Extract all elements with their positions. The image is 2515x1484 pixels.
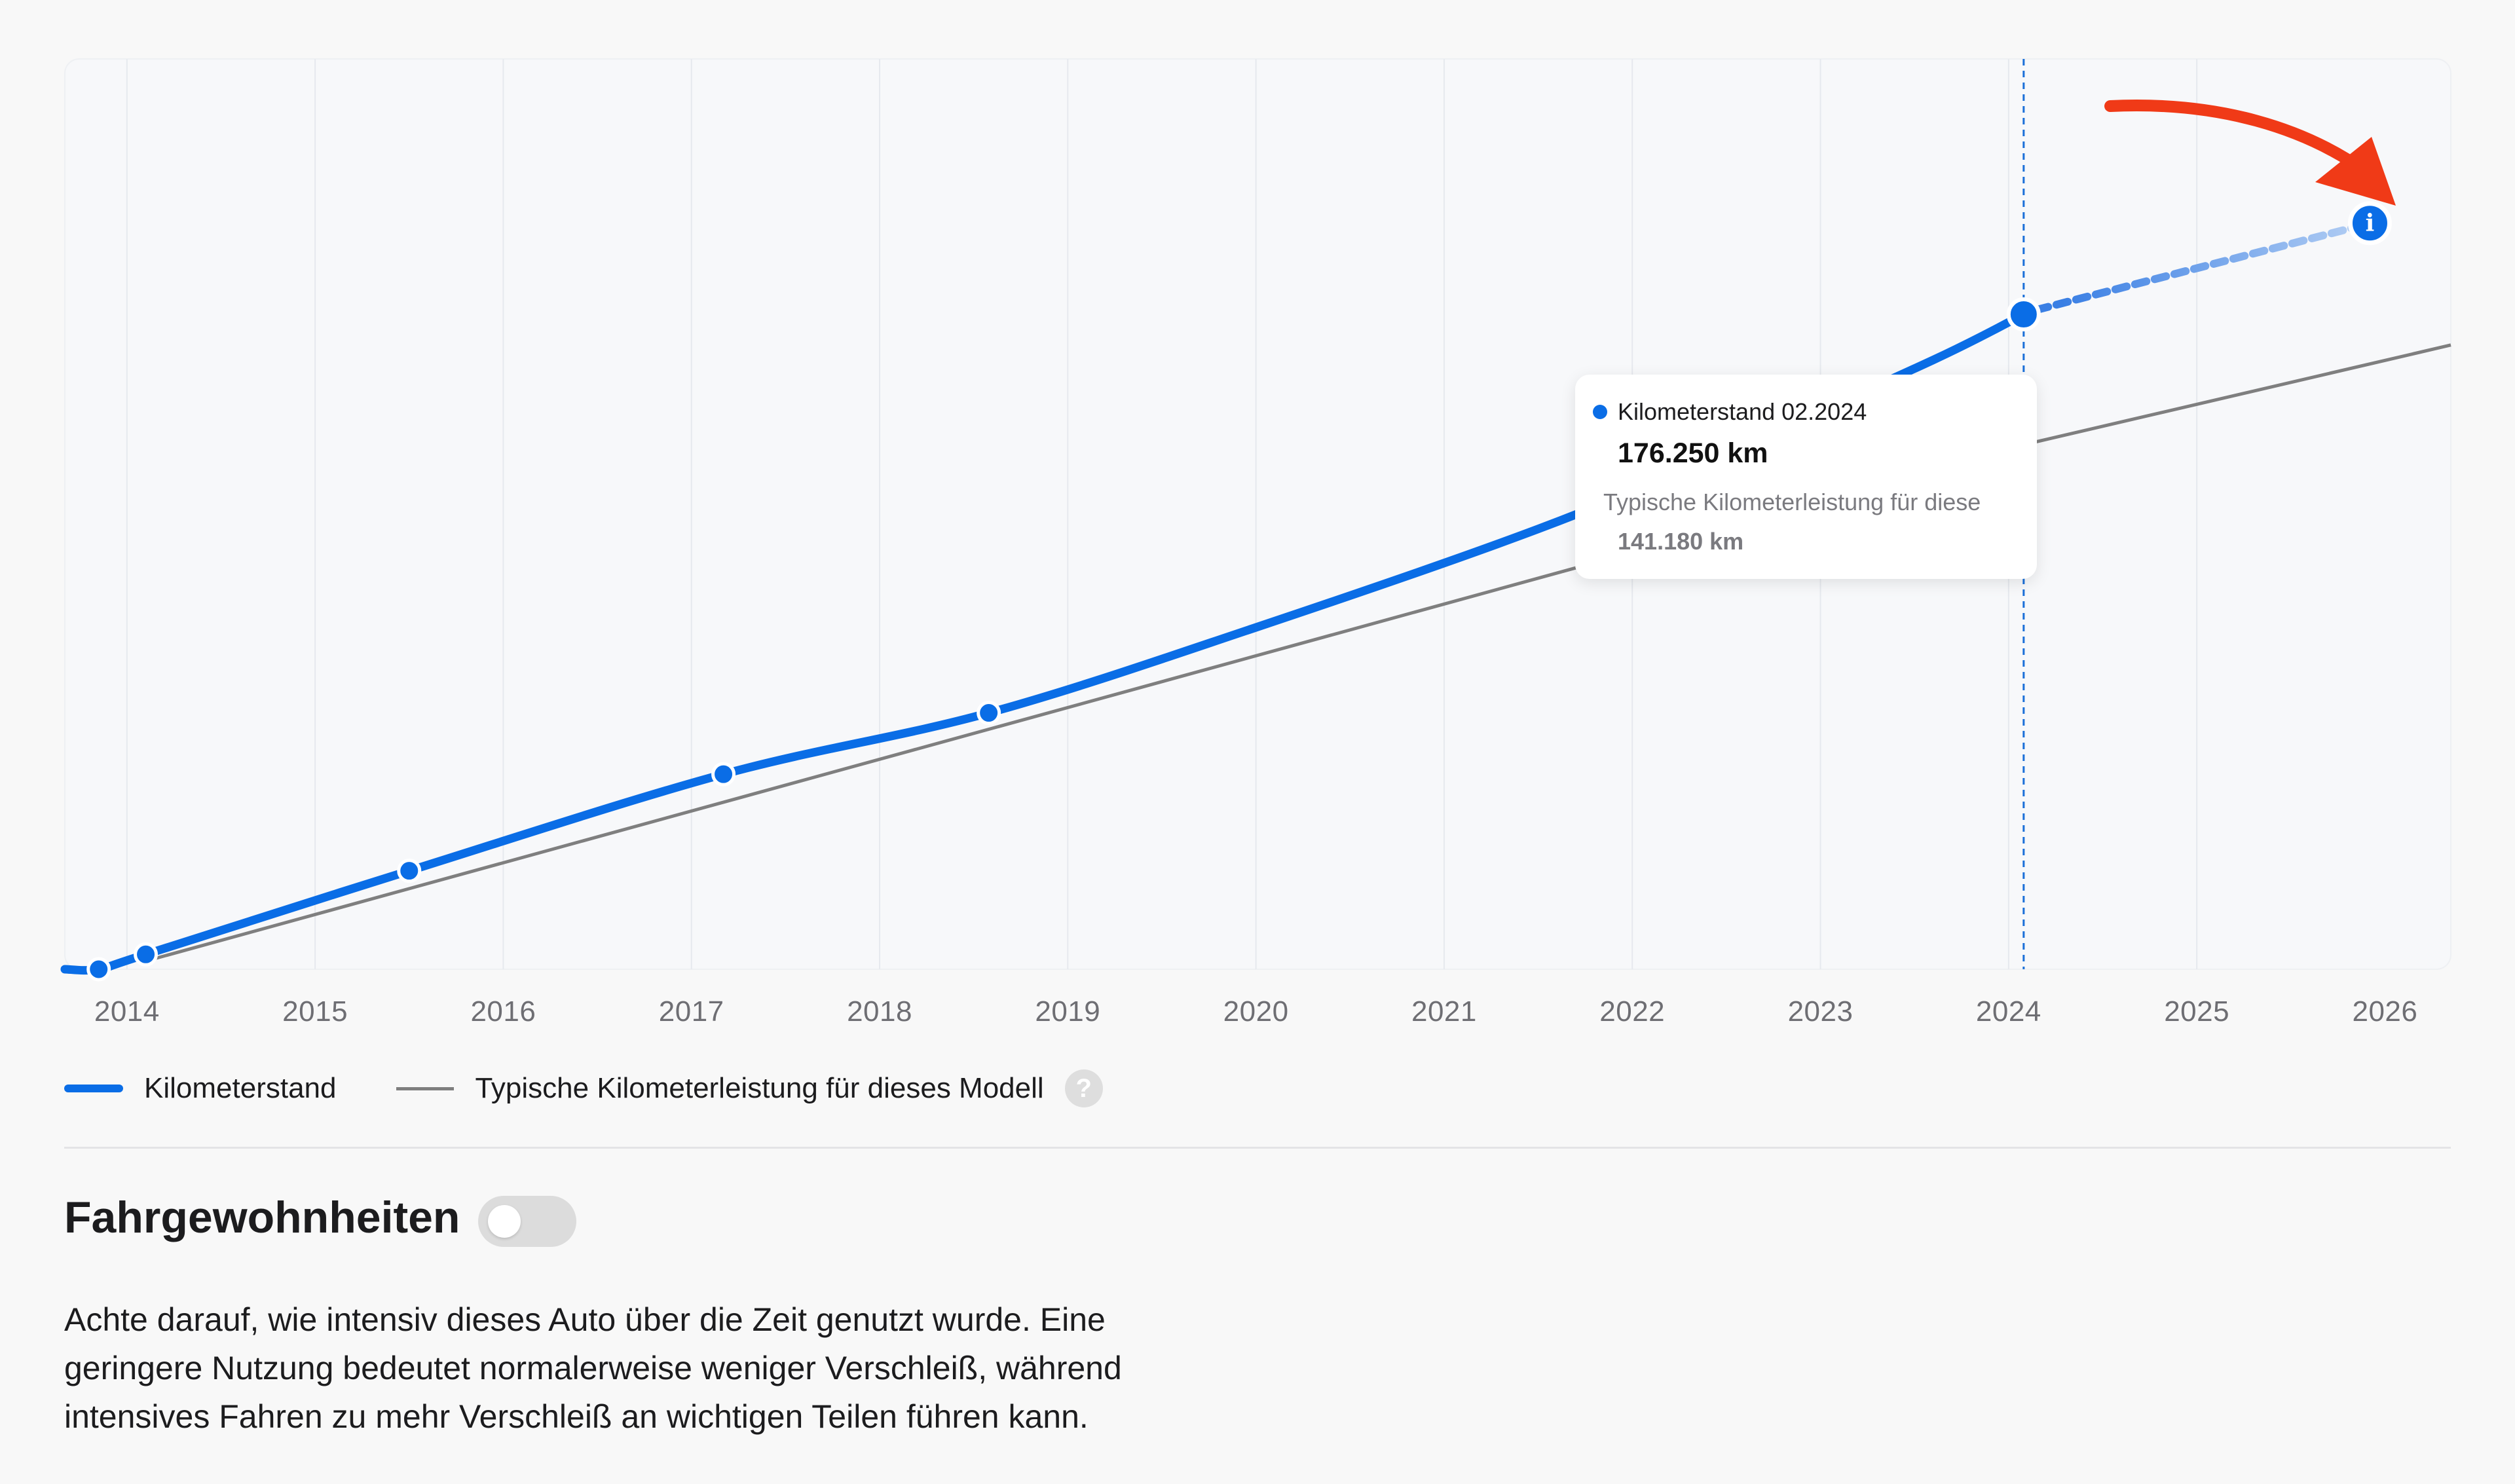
tooltip-title-row: Kilometerstand 02.2024 bbox=[1593, 398, 1867, 426]
legend-swatch-mileage bbox=[64, 1085, 123, 1092]
legend-label-typical: Typische Kilometerleistung für dieses Mo… bbox=[475, 1072, 1044, 1104]
x-tick-label: 2023 bbox=[1787, 995, 1854, 1028]
mileage-highlight-marker bbox=[2006, 297, 2041, 332]
chart-tooltip: Kilometerstand 02.2024 176.250 km Typisc… bbox=[1575, 375, 2037, 579]
x-tick-label: 2017 bbox=[658, 995, 724, 1028]
tooltip-dot-icon bbox=[1593, 405, 1607, 419]
description-line: geringere Nutzung bedeutet normalerweise… bbox=[64, 1350, 1122, 1386]
forecast-dashed-line bbox=[2032, 220, 2370, 314]
section-description: Achte darauf, wie intensiv dieses Auto ü… bbox=[64, 1295, 1309, 1441]
section-title: Fahrgewohnheiten bbox=[64, 1193, 460, 1242]
x-tick-label: 2021 bbox=[1411, 995, 1477, 1028]
mileage-markers bbox=[86, 701, 1001, 982]
legend-swatch-typical bbox=[396, 1086, 455, 1090]
section-divider bbox=[64, 1147, 2451, 1149]
x-tick-label: 2025 bbox=[2164, 995, 2230, 1028]
mileage-marker bbox=[86, 957, 111, 982]
chart-legend: Kilometerstand Typische Kilometerleistun… bbox=[64, 1067, 1103, 1109]
x-tick-label: 2019 bbox=[1035, 995, 1101, 1028]
info-icon[interactable]: i bbox=[2347, 201, 2392, 246]
plot-area bbox=[64, 58, 2451, 970]
tooltip-secondary-value: 141.180 km bbox=[1618, 528, 1744, 555]
mileage-marker bbox=[397, 859, 422, 883]
x-tick-label: 2015 bbox=[282, 995, 348, 1028]
mileage-marker bbox=[711, 762, 736, 787]
annotation-arrow bbox=[2104, 100, 2396, 206]
toggle-knob bbox=[488, 1205, 521, 1238]
x-tick-label: 2024 bbox=[1975, 995, 2041, 1028]
description-line: intensives Fahren zu mehr Verschleiß an … bbox=[64, 1398, 1089, 1435]
legend-label-mileage: Kilometerstand bbox=[144, 1072, 337, 1104]
x-tick-label: 2018 bbox=[847, 995, 912, 1028]
x-tick-label: 2020 bbox=[1223, 995, 1289, 1028]
mileage-marker bbox=[977, 701, 1001, 726]
help-icon[interactable]: ? bbox=[1064, 1069, 1103, 1107]
x-tick-label: 2014 bbox=[94, 995, 160, 1028]
mileage-marker bbox=[134, 942, 158, 967]
description-line: Achte darauf, wie intensiv dieses Auto ü… bbox=[64, 1301, 1106, 1338]
x-tick-label: 2022 bbox=[1599, 995, 1666, 1028]
tooltip-title: Kilometerstand 02.2024 bbox=[1618, 398, 1867, 425]
driving-habits-toggle[interactable] bbox=[478, 1196, 576, 1247]
info-marker-circle bbox=[2347, 201, 2392, 246]
tooltip-secondary-label: Typische Kilometerleistung für diese bbox=[1603, 489, 1981, 515]
tooltip-value: 176.250 km bbox=[1618, 437, 1768, 469]
mileage-chart: i bbox=[60, 58, 2451, 982]
x-tick-label: 2016 bbox=[470, 995, 536, 1028]
info-marker-glyph: i bbox=[2366, 210, 2375, 237]
x-tick-label: 2026 bbox=[2352, 995, 2418, 1028]
